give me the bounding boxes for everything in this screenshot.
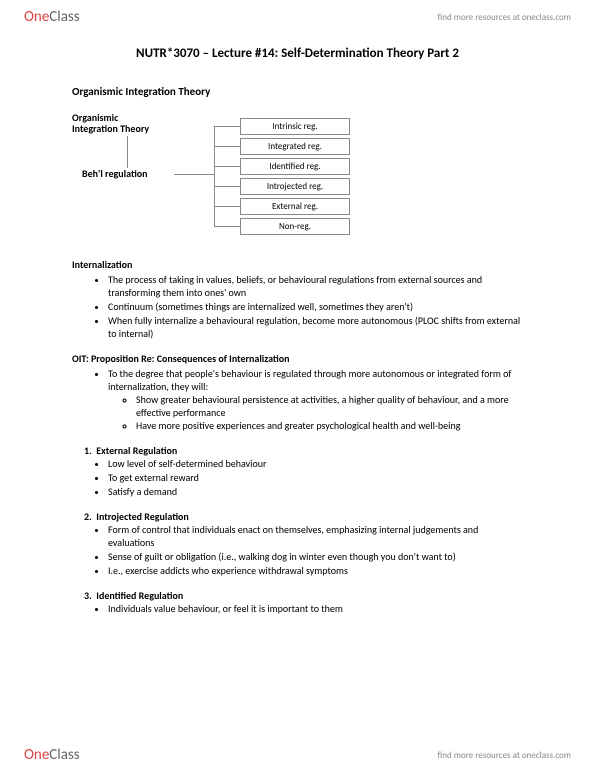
item-heading: External Regulation <box>96 444 177 457</box>
section-internalization: Internalization The process of taking in… <box>72 258 523 340</box>
diagram-heading: Organismic Integration Theory <box>72 85 523 98</box>
page-title: NUTR*3070 – Lecture #14: Self-Determinat… <box>72 46 523 61</box>
section-heading: Internalization <box>72 258 523 271</box>
diagram-connector <box>214 126 215 226</box>
brand-logo: OneClass <box>24 8 80 26</box>
diagram-box: External reg. <box>240 198 350 215</box>
item-number: 1. <box>84 444 92 457</box>
list-item: To get external reward <box>108 471 523 484</box>
item-heading: Introjected Regulation <box>96 510 189 523</box>
brand-part1: One <box>24 8 49 26</box>
list-item: Low level of self-determined behaviour <box>108 457 523 470</box>
list-item: Form of control that individuals enact o… <box>108 523 523 549</box>
brand-part2: Class <box>49 746 79 764</box>
diagram-label-mid: Beh'l regulation <box>82 168 148 179</box>
brand-logo-footer: OneClass <box>24 746 80 764</box>
brand-part2: Class <box>49 8 79 26</box>
list-item: The process of taking in values, beliefs… <box>108 273 523 299</box>
diagram-connector <box>214 186 240 187</box>
header-resources-link[interactable]: find more resources at oneclass.com <box>438 12 571 23</box>
footer-resources-link[interactable]: find more resources at oneclass.com <box>438 750 571 761</box>
section-identified-reg: 3. Identified Regulation Individuals val… <box>72 589 523 615</box>
diagram-connector <box>214 206 240 207</box>
numbered-heading: 2. Introjected Regulation <box>72 510 523 523</box>
section-heading: OIT: Proposition Re: Consequences of Int… <box>72 352 523 365</box>
oit-diagram: Organismic Integration Theory Beh'l regu… <box>72 104 412 244</box>
list-item: To the degree that people's behaviour is… <box>108 367 523 432</box>
list-item-text: To the degree that people's behaviour is… <box>108 367 511 393</box>
diagram-connector <box>174 174 214 175</box>
page-content: NUTR*3070 – Lecture #14: Self-Determinat… <box>0 30 595 615</box>
list-item: When fully internalize a behavioural reg… <box>108 314 523 340</box>
list-item: I.e., exercise addicts who experience wi… <box>108 564 523 577</box>
diagram-connector <box>214 146 240 147</box>
diagram-box: Intrinsic reg. <box>240 118 350 135</box>
footer-bar: OneClass find more resources at oneclass… <box>0 746 595 764</box>
list-item: Continuum (sometimes things are internal… <box>108 300 523 313</box>
diagram-connector <box>127 136 128 168</box>
list-item: Satisfy a demand <box>108 485 523 498</box>
numbered-heading: 3. Identified Regulation <box>72 589 523 602</box>
list-item: Show greater behavioural persistence at … <box>136 393 523 419</box>
list-item: Sense of guilt or obligation (i.e., walk… <box>108 550 523 563</box>
diagram-box: Introjected reg. <box>240 178 350 195</box>
header-bar: OneClass find more resources at oneclass… <box>0 0 595 30</box>
numbered-heading: 1. External Regulation <box>72 444 523 457</box>
diagram-connector <box>214 126 240 127</box>
section-oit-prop: OIT: Proposition Re: Consequences of Int… <box>72 352 523 432</box>
diagram-box: Identified reg. <box>240 158 350 175</box>
diagram-connector <box>214 166 240 167</box>
list-item: Have more positive experiences and great… <box>136 419 523 432</box>
list-item: Individuals value behaviour, or feel it … <box>108 602 523 615</box>
diagram-label-top: Organismic Integration Theory <box>72 112 149 134</box>
diagram-connector <box>214 226 240 227</box>
item-number: 3. <box>84 589 92 602</box>
item-heading: Identified Regulation <box>96 589 183 602</box>
section-introjected-reg: 2. Introjected Regulation Form of contro… <box>72 510 523 577</box>
diagram-box: Non-reg. <box>240 218 350 235</box>
item-number: 2. <box>84 510 92 523</box>
brand-part1: One <box>24 746 49 764</box>
diagram-box: Integrated reg. <box>240 138 350 155</box>
section-external-reg: 1. External Regulation Low level of self… <box>72 444 523 498</box>
